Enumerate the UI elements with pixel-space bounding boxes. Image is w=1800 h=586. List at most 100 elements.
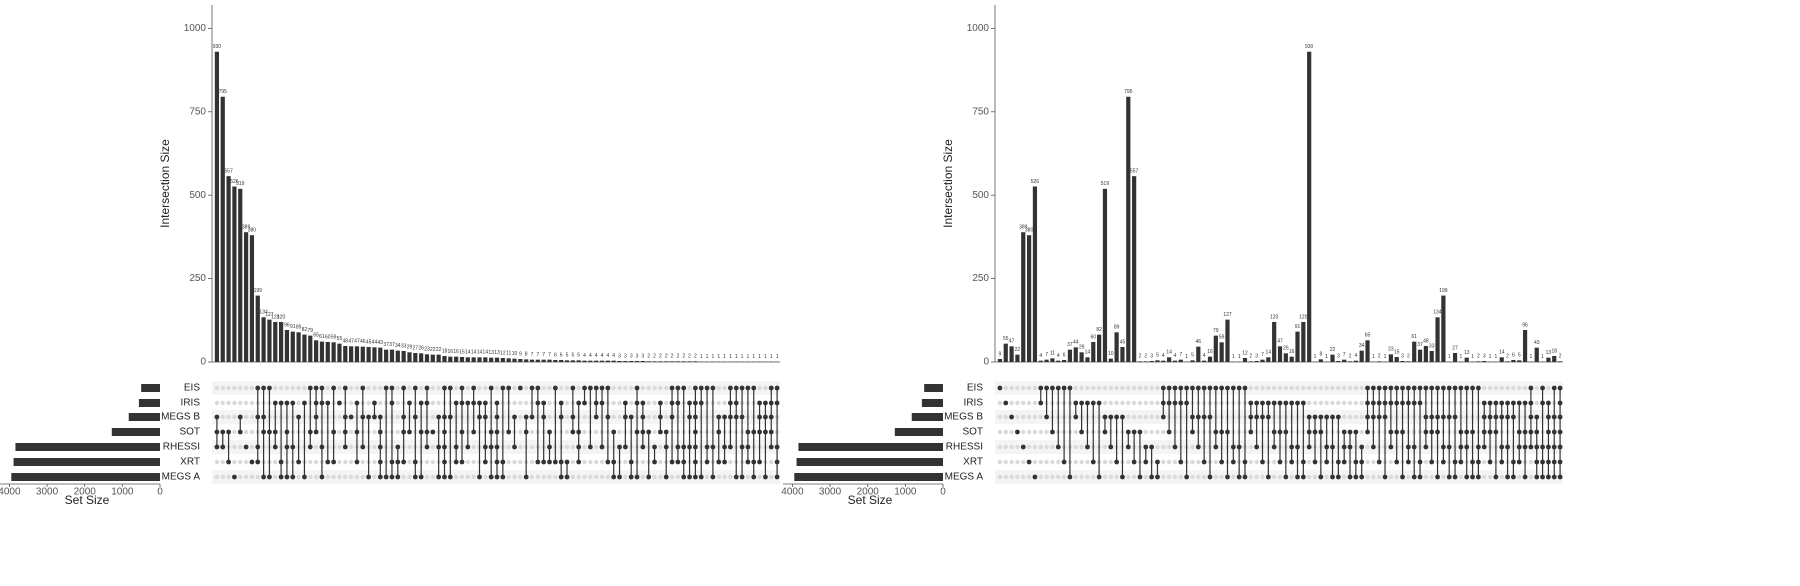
matrix-dot-inactive [1330,400,1335,406]
matrix-dot [1394,429,1400,435]
matrix-dot-inactive [1003,414,1008,420]
matrix-dot [1394,400,1400,406]
matrix-dot-inactive [1499,474,1504,480]
matrix-dot [1166,400,1172,406]
matrix-dot [377,459,383,465]
matrix-dot-inactive [518,429,523,435]
matrix-dot [401,414,407,420]
bar-value-label: 26 [1283,346,1289,352]
matrix-dot [640,414,646,420]
intersection-bar [1009,346,1014,362]
intersection-bar [477,357,482,362]
bar-value-label: 23 [1388,347,1394,353]
matrix-dot [1271,444,1277,450]
matrix-dot [1534,414,1540,420]
matrix-dot [1388,400,1394,406]
set-tick-label: 2000 [74,487,97,498]
intersection-bar [1552,355,1557,362]
matrix-dot [1283,400,1289,406]
matrix-dot [494,414,500,420]
intersection-bar [448,356,453,362]
intersection-bar [576,360,581,362]
matrix-dot [593,385,599,391]
intersection-bar [214,51,220,363]
matrix-dot-inactive [1534,400,1539,406]
matrix-dot-inactive [249,474,255,480]
matrix-dot-inactive [1108,385,1113,391]
matrix-dot-inactive [243,385,249,391]
set-size-bar [794,473,943,481]
matrix-dot-inactive [576,474,581,480]
matrix-dot-inactive [1429,474,1434,480]
matrix-dot [442,429,447,435]
matrix-dot-inactive [547,400,552,406]
matrix-dot-inactive [1032,414,1038,420]
matrix-dot [997,385,1003,391]
matrix-dot-inactive [337,444,342,450]
matrix-dot-inactive [1137,400,1143,406]
matrix-dot [1213,444,1219,450]
matrix-dot [442,414,447,420]
intersection-bar [1219,342,1224,362]
matrix-dot-inactive [1015,459,1020,465]
intersection-bar [1079,352,1084,362]
bar-value-label: 1 [1541,354,1544,360]
matrix-dot-inactive [658,474,663,480]
matrix-dot-inactive [1003,385,1008,391]
bar-value-label: 14 [471,350,477,356]
intersection-bar [395,350,400,362]
matrix-dot [1067,385,1073,391]
matrix-dot [313,414,319,420]
intersection-bar [1557,361,1563,362]
matrix-dot [547,444,552,450]
matrix-dot-inactive [372,474,377,480]
matrix-dot [237,414,243,420]
matrix-dot [418,400,424,406]
set-axis-title: Set Size [848,493,893,507]
bar-value-label: 1 [776,354,779,360]
matrix-dot-inactive [238,459,243,465]
set-size-bar [911,413,943,421]
matrix-dot [465,444,471,450]
intersection-bar [1505,361,1510,362]
matrix-dot-inactive [1032,444,1038,450]
matrix-dot [535,459,541,465]
matrix-dot [1050,385,1055,391]
matrix-dot-inactive [535,474,541,480]
matrix-dot-inactive [1143,414,1148,420]
matrix-dot [1353,459,1359,465]
matrix-dot [354,429,360,435]
matrix-dot-inactive [669,474,675,480]
matrix-dot-inactive [232,400,237,406]
matrix-dot [733,385,739,391]
intersection-bar [360,346,365,362]
bar-value-label: 9 [519,351,522,357]
intersection-bar [1435,317,1440,362]
matrix-dot-inactive [1073,474,1078,480]
intersection-bar [349,346,354,362]
intersection-bar [1038,360,1043,362]
matrix-dot [1382,474,1388,480]
intersection-bar [407,352,412,362]
matrix-dot-inactive [395,429,401,435]
matrix-dot [395,444,401,450]
intersection-bar [1522,329,1528,362]
intersection-bar [1137,361,1143,362]
matrix-dot-inactive [704,474,710,480]
matrix-dot-inactive [249,429,255,435]
set-name: EIS [184,383,200,394]
matrix-dot-inactive [313,459,319,465]
matrix-dot-inactive [238,385,243,391]
matrix-dot-inactive [278,385,284,391]
bar-value-label: 2 [1139,354,1142,360]
bar-value-label: 120 [277,314,286,320]
matrix-dot-inactive [1038,444,1043,450]
matrix-dot [1090,400,1096,406]
matrix-dot-inactive [378,400,383,406]
matrix-dot-inactive [1260,385,1265,391]
matrix-dot [535,400,541,406]
matrix-dot [1405,385,1411,391]
matrix-dot-inactive [1026,429,1032,435]
bar-value-label: 2 [659,354,662,360]
matrix-dot-inactive [1009,459,1014,465]
